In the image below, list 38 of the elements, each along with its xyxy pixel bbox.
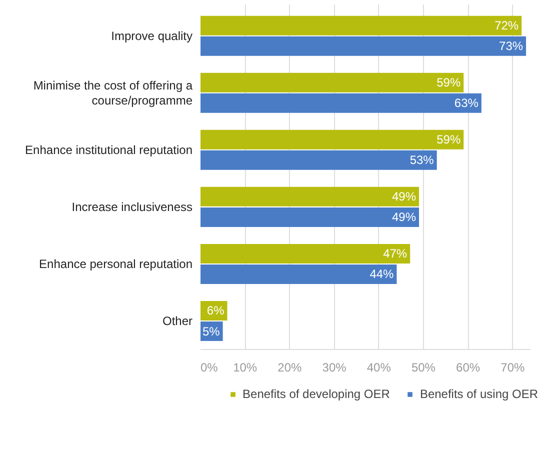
y-tick-label: Other <box>162 314 193 328</box>
y-tick-label: Minimise the cost of offering a course/programme <box>33 78 193 108</box>
data-label: 73% <box>499 39 524 54</box>
x-tick-label: 50% <box>411 360 436 374</box>
y-tick-label: Increase inclusiveness <box>72 200 193 214</box>
data-label: 49% <box>392 190 416 204</box>
data-label: 44% <box>370 267 394 282</box>
data-label: 63% <box>454 96 479 110</box>
bar <box>200 72 464 92</box>
data-label: 6% <box>206 304 225 318</box>
data-label: 5% <box>202 324 220 338</box>
bar <box>200 264 397 284</box>
bar <box>200 244 410 264</box>
x-tick-label: 20% <box>278 360 302 374</box>
bar <box>200 36 526 56</box>
legend-label: Benefits of developing OER <box>242 387 390 401</box>
x-tick-label: 0% <box>200 360 218 374</box>
bar <box>200 130 464 150</box>
bar <box>200 207 420 227</box>
x-tick-label: 30% <box>322 360 347 374</box>
data-label: 49% <box>392 210 416 224</box>
x-tick-label: 70% <box>500 360 525 374</box>
data-label: 47% <box>383 246 408 261</box>
x-tick-label: 40% <box>366 360 392 374</box>
bar <box>200 93 482 113</box>
data-label: 72% <box>494 18 519 33</box>
legend-label: Benefits of using OER <box>420 387 538 401</box>
y-tick-label: Enhance institutional reputation <box>25 142 193 157</box>
y-tick-label: Improve quality <box>111 28 193 43</box>
x-tick-label: 10% <box>233 360 258 374</box>
data-label: 59% <box>436 76 461 90</box>
y-tick-label: Enhance personal reputation <box>39 256 193 271</box>
bar <box>200 16 522 36</box>
bar <box>200 186 420 206</box>
data-label: 59% <box>436 132 461 147</box>
data-label: 53% <box>410 153 434 168</box>
x-tick-label: 60% <box>456 360 480 374</box>
bar <box>200 150 437 170</box>
